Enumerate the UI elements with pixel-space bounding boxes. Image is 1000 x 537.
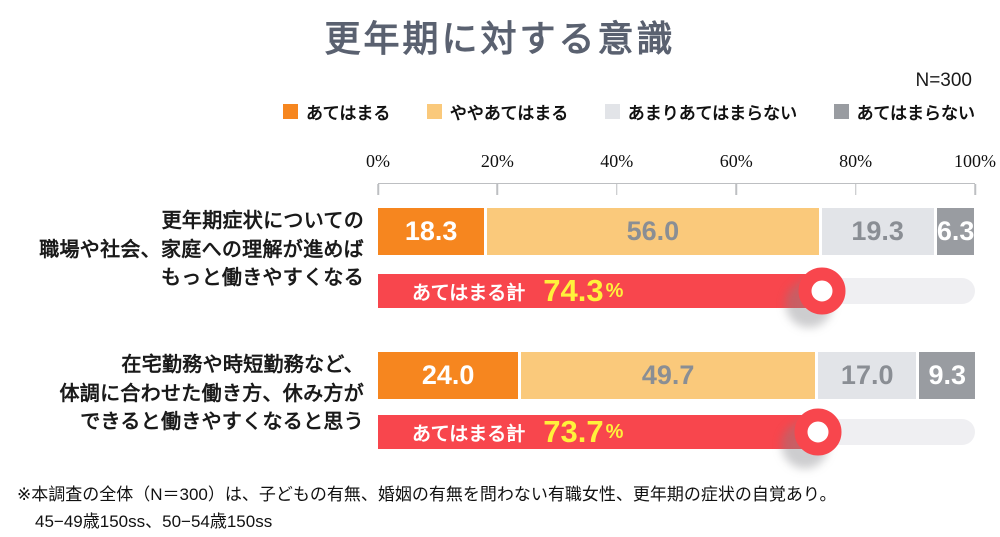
footnote-line-2: 45−49歳150ss、50−54歳150ss — [35, 512, 273, 531]
x-axis-tick-label: 80% — [839, 151, 873, 171]
x-axis-tick-label: 100% — [954, 151, 996, 171]
legend-item-yaya-atehamaru: ややあてはまる — [426, 99, 569, 124]
x-axis-tick-labels: 0% 20% 40% 60% 80% 100% — [366, 151, 996, 173]
footnote: ※本調査の全体（N＝300）は、子どもの有無、婚姻の有無を問わない有職女性、更年… — [17, 481, 837, 535]
x-axis-tick-label: 60% — [719, 151, 753, 171]
legend-label: あまりあてはまらない — [627, 103, 798, 123]
gauge-total-label: あてはまる計 — [412, 423, 526, 445]
x-axis-line — [377, 183, 976, 196]
category-label-line: 更年期症状についての — [161, 210, 364, 232]
stacked-bar-row-1: 18.3 56.0 19.3 6.3 — [378, 208, 975, 255]
bar-segment-yaya-atehamaru: 49.7 — [521, 352, 818, 399]
segment-value: 49.7 — [641, 360, 695, 390]
total-gauge-row-2: あてはまる計 73.7 % — [378, 408, 975, 456]
gauge-total-unit: % — [605, 420, 624, 443]
x-axis-tick-label: 20% — [480, 151, 514, 171]
bar-segment-amari-atehamaranai: 17.0 — [817, 352, 920, 399]
gauge-total-unit: % — [605, 279, 624, 302]
bar-segment-atehamaranai: 9.3 — [919, 352, 975, 399]
x-axis-tick-label: 40% — [600, 151, 634, 171]
total-gauge-row-1: あてはまる計 74.3 % — [378, 267, 975, 315]
legend-item-atehamaru: あてはまる — [283, 99, 390, 124]
gauge-total-value: 73.7 — [543, 414, 604, 449]
chart-title: 更年期に対する意識 — [324, 18, 676, 59]
segment-value: 9.3 — [928, 360, 966, 390]
stacked-bar-row-2: 24.0 49.7 17.0 9.3 — [378, 352, 975, 399]
segment-value: 18.3 — [404, 216, 458, 246]
bar-segment-atehamaranai: 6.3 — [936, 208, 975, 255]
bar-segment-amari-atehamaranai: 19.3 — [821, 208, 937, 255]
gauge-total-value: 74.3 — [543, 273, 604, 308]
gauge-marker-icon — [798, 267, 846, 315]
gauge-fill: あてはまる計 73.7 % — [378, 414, 818, 449]
legend-swatch-icon — [604, 103, 620, 119]
gauge-marker-icon — [794, 408, 842, 456]
legend-label: あてはまる — [306, 103, 391, 123]
category-label-line: 在宅勤務や時短勤務など、 — [121, 354, 364, 376]
category-label-line: 体調に合わせた働き方、休み方が — [59, 382, 364, 405]
legend-item-amari-atehamaranai: あまりあてはまらない — [604, 99, 798, 124]
bar-segment-yaya-atehamaru: 56.0 — [487, 208, 822, 255]
legend-swatch-icon — [426, 103, 442, 119]
category-label-line: できると働きやすくなると思う — [80, 411, 364, 433]
segment-value: 24.0 — [421, 360, 475, 390]
legend: あてはまる ややあてはまる あまりあてはまらない あてはまらない — [283, 99, 975, 124]
legend-label: ややあてはまる — [449, 103, 569, 123]
category-label-line: もっと働きやすくなる — [161, 267, 364, 289]
category-label-row-1: 更年期症状についての 職場や社会、家庭への理解が進めば もっと働きやすくなる — [0, 207, 364, 293]
sample-size-label: N=300 — [915, 70, 972, 91]
legend-item-atehamaranai: あてはまらない — [833, 99, 975, 124]
gauge-total-label: あてはまる計 — [412, 282, 526, 304]
legend-swatch-icon — [833, 103, 849, 119]
footnote-line-1: ※本調査の全体（N＝300）は、子どもの有無、婚姻の有無を問わない有職女性、更年… — [17, 485, 837, 504]
segment-value: 6.3 — [936, 216, 975, 246]
category-label-line: 職場や社会、家庭への理解が進めば — [39, 238, 364, 261]
bar-segment-atehamaru: 24.0 — [378, 352, 522, 399]
gauge-fill: あてはまる計 74.3 % — [378, 273, 822, 308]
bar-segment-atehamaru: 18.3 — [378, 208, 488, 255]
legend-swatch-icon — [283, 103, 298, 119]
category-label-row-2: 在宅勤務や時短勤務など、 体調に合わせた働き方、休み方が できると働きやすくなる… — [0, 351, 364, 437]
segment-value: 56.0 — [626, 216, 680, 246]
x-axis-tick-label: 0% — [366, 151, 390, 171]
segment-value: 17.0 — [840, 360, 894, 390]
segment-value: 19.3 — [851, 216, 904, 246]
legend-label: あてはまらない — [856, 103, 975, 123]
